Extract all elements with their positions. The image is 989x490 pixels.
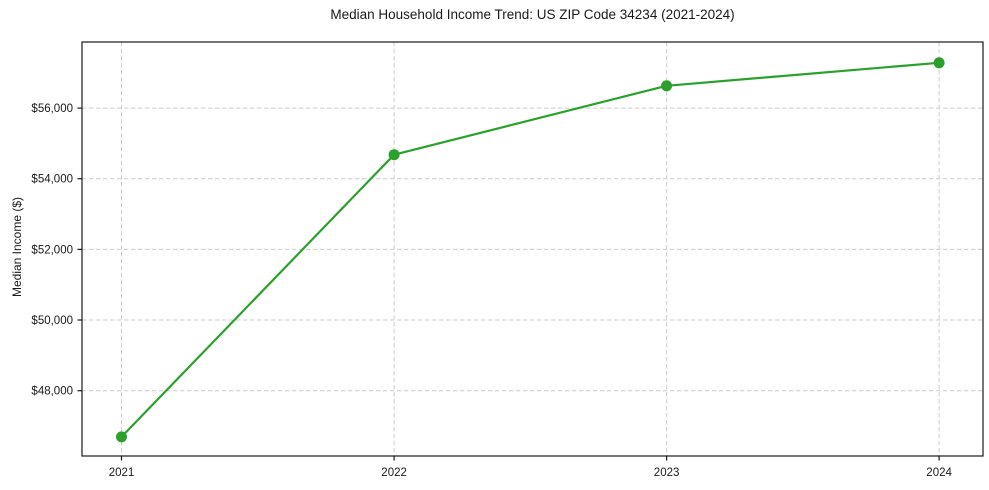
trend-line xyxy=(120,61,941,438)
y-tick-label: $50,000 xyxy=(31,315,73,327)
data-point-2024 xyxy=(933,57,945,69)
x-tick-label: 2022 xyxy=(381,467,407,479)
y-tick-label: $54,000 xyxy=(31,174,73,186)
data-point-2023 xyxy=(661,80,673,92)
data-point-2022 xyxy=(388,149,400,161)
x-tick-label: 2024 xyxy=(926,467,952,479)
y-tick-label: $56,000 xyxy=(31,103,73,115)
chart-title: Median Household Income Trend: US ZIP Co… xyxy=(330,7,735,22)
y-tick-label: $48,000 xyxy=(31,386,73,398)
data-point-2021 xyxy=(116,431,127,443)
x-tick-label: 2023 xyxy=(654,467,680,479)
y-tick-label: $52,000 xyxy=(31,244,73,256)
x-tick-label: 2021 xyxy=(109,467,135,479)
